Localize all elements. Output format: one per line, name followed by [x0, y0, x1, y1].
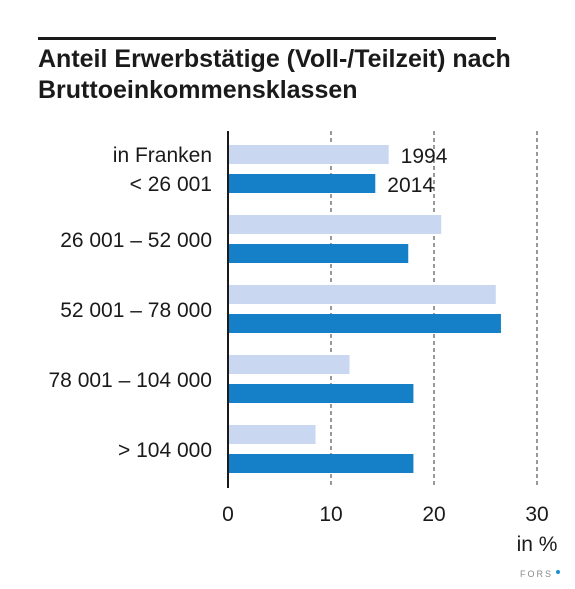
bar-2014-4 [228, 384, 414, 403]
brand-dot-icon [556, 570, 560, 574]
x-axis-unit-label: in % [517, 533, 558, 556]
legend-label-2014: 2014 [387, 174, 434, 197]
chart-title: Anteil Erwerbstätige (Voll-/Teilzeit) na… [38, 45, 511, 104]
legend-label-1994: 1994 [401, 145, 448, 168]
title-rule [38, 37, 496, 40]
category-label-5: > 104 000 [118, 439, 212, 462]
bar-2014-1 [228, 174, 376, 193]
x-tick-label-30: 30 [525, 503, 548, 526]
brand-logo: FORS [520, 569, 554, 579]
x-tick-label-0: 0 [222, 503, 234, 526]
category-label-3: 52 001 – 78 000 [60, 299, 212, 322]
bar-1994-2 [228, 215, 442, 234]
bar-1994-1 [228, 145, 389, 164]
category-header: in Franken [113, 144, 212, 167]
bar-2014-5 [228, 454, 414, 473]
bar-1994-5 [228, 425, 316, 444]
x-tick-label-20: 20 [422, 503, 445, 526]
category-label-2: 26 001 – 52 000 [60, 229, 212, 252]
x-tick-label-10: 10 [319, 503, 342, 526]
category-label-4: 78 001 – 104 000 [49, 369, 213, 392]
category-label-1: < 26 001 [130, 173, 212, 196]
bar-1994-4 [228, 355, 350, 374]
bar-1994-3 [228, 285, 496, 304]
bar-2014-2 [228, 244, 409, 263]
bar-2014-3 [228, 314, 501, 333]
